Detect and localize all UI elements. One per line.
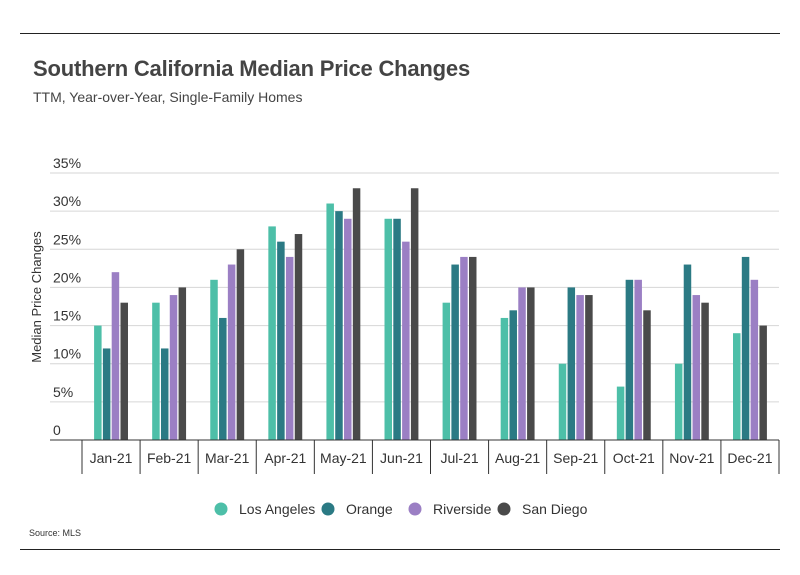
bar: [585, 295, 593, 440]
bar: [468, 256, 477, 440]
legend-label: Los Angeles: [239, 501, 315, 517]
bar: [344, 218, 352, 440]
bar: [152, 302, 160, 440]
bar: [750, 279, 759, 440]
bar: [219, 317, 227, 440]
bar: [741, 256, 750, 440]
bar: [527, 287, 535, 440]
bar: [634, 279, 642, 440]
x-tick-label: Feb-21: [147, 450, 192, 466]
x-tick-label: May-21: [320, 450, 367, 466]
bar: [102, 348, 111, 440]
bar: [500, 317, 509, 440]
y-tick-label: 0: [53, 422, 61, 438]
bar: [701, 302, 709, 440]
bar: [410, 188, 419, 440]
y-tick-label: 35%: [53, 155, 81, 171]
legend-swatch: [497, 502, 511, 516]
bar: [169, 295, 178, 440]
bar: [683, 264, 692, 440]
bar: [402, 241, 410, 440]
bar: [326, 203, 334, 440]
legend-swatch: [321, 502, 335, 516]
x-tick-label: Jul-21: [440, 450, 478, 466]
bar: [733, 333, 741, 440]
bar: [674, 363, 683, 440]
y-tick-label: 20%: [53, 269, 81, 285]
bar: [352, 188, 361, 440]
bar: [120, 302, 128, 440]
y-tick-label: 5%: [53, 384, 73, 400]
bar: [335, 211, 343, 440]
x-tick-label: Apr-21: [264, 450, 306, 466]
bar: [558, 363, 567, 440]
bar: [643, 310, 651, 440]
x-tick-label: Aug-21: [495, 450, 540, 466]
bar: [518, 287, 526, 440]
bar: [576, 295, 584, 440]
bar: [567, 287, 576, 440]
y-axis-ticks: 0 5% 10% 15% 20% 25% 30% 35%: [53, 155, 81, 438]
y-tick-label: 25%: [53, 231, 81, 247]
bar: [384, 218, 393, 440]
legend-swatch: [408, 502, 422, 516]
bottom-rule: [20, 549, 780, 550]
x-axis: Jan-21 Feb-21 Mar-21 Apr-21 May-21 Jun-21 Jul-…: [50, 439, 780, 474]
chart-subtitle: TTM, Year-over-Year, Single-Family Homes: [33, 89, 303, 105]
x-tick-label: Sep-21: [553, 450, 598, 466]
bar: [210, 279, 218, 440]
y-tick-label: 30%: [53, 193, 81, 209]
bar: [160, 348, 169, 440]
bar: [227, 264, 236, 440]
legend-label: Orange: [346, 501, 393, 517]
bar: [509, 310, 517, 440]
legend: Los Angeles Orange Riverside San Diego: [214, 501, 588, 517]
bar: [236, 249, 245, 440]
bar: [616, 386, 625, 440]
bar: [268, 226, 276, 440]
x-tick-label: Mar-21: [205, 450, 250, 466]
chart-title: Southern California Median Price Changes: [33, 56, 470, 81]
legend-label: Riverside: [433, 501, 492, 517]
bar: [451, 264, 459, 440]
bar: [111, 272, 120, 440]
x-tick-label: Jan-21: [90, 450, 133, 466]
x-tick-label: Dec-21: [727, 450, 772, 466]
x-tick-label: Oct-21: [613, 450, 655, 466]
bar: [692, 295, 701, 440]
bar: [94, 325, 102, 440]
bar: [285, 256, 294, 440]
bar: [442, 302, 451, 440]
y-tick-label: 15%: [53, 308, 81, 324]
legend-label: San Diego: [522, 501, 588, 517]
bars: [94, 188, 767, 440]
bar: [393, 218, 401, 440]
top-rule: [20, 33, 780, 34]
x-tick-label: Nov-21: [669, 450, 714, 466]
bar: [294, 234, 303, 440]
source-note: Source: MLS: [29, 528, 82, 538]
bar: [625, 279, 634, 440]
bar: [277, 241, 285, 440]
bar: [759, 325, 767, 440]
legend-swatch: [214, 502, 228, 516]
x-tick-label: Jun-21: [380, 450, 423, 466]
bar: [178, 287, 187, 440]
y-axis-label: Median Price Changes: [29, 231, 44, 363]
bar: [460, 256, 468, 440]
y-tick-label: 10%: [53, 346, 81, 362]
